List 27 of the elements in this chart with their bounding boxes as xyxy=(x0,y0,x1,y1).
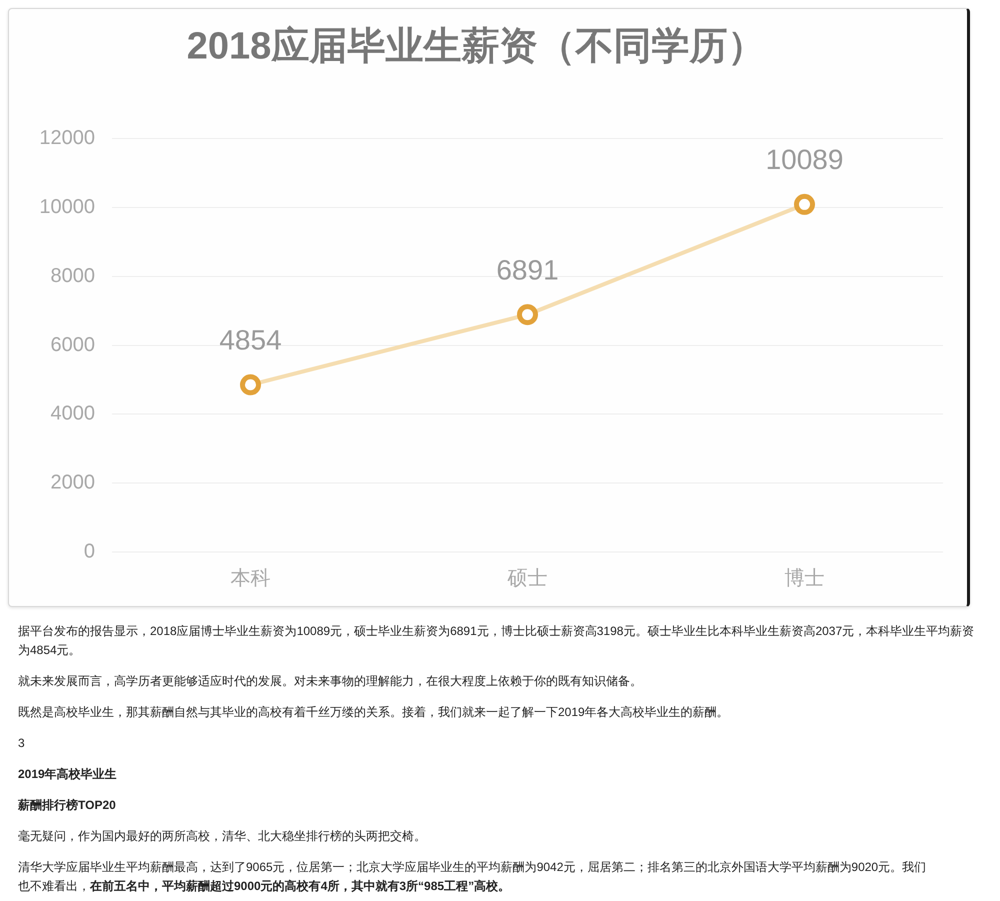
y-tick-label: 4000 xyxy=(50,402,95,425)
y-tick-label: 2000 xyxy=(50,472,95,494)
data-label: 10089 xyxy=(766,144,844,176)
x-tick-label: 本科 xyxy=(230,568,270,590)
point xyxy=(794,194,815,215)
text: 清华大学应届毕业生平均薪酬最高，达到了9065元，位居第一；北京大学应届毕业生的平均薪酬为9042元，屈居第二；排名第三的北京外国语大学平均薪酬为9020元。我们 xyxy=(18,860,926,874)
y-tick-label: 12000 xyxy=(39,127,95,150)
x-tick-label: 博士 xyxy=(784,568,824,590)
text: 也不难看出， xyxy=(18,879,90,893)
point xyxy=(517,304,538,326)
text: 毫无疑问，作为国内最好的两所高校，清华、北大稳坐排行榜的头两把交椅。 xyxy=(18,829,426,843)
y-tick-label: 6000 xyxy=(50,334,95,356)
text: 2019年高校毕业生 xyxy=(18,767,117,781)
chart-title: 2018应届毕业生薪资（不同学历） xyxy=(186,24,766,68)
text: 3 xyxy=(18,736,25,750)
point xyxy=(240,374,261,396)
text: 既然是高校毕业生，那其薪酬自然与其毕业的高校有着千丝万缕的关系。接着，我们就来一起了解一下2019年各大高校毕业生的薪酬。 xyxy=(18,705,729,719)
y-tick-label: 10000 xyxy=(39,196,95,218)
y-tick-label: 0 xyxy=(84,540,95,563)
data-label: 4854 xyxy=(219,324,282,356)
text: 就未来发展而言，高学历者更能够适应时代的发展。对未来事物的理解能力，在很大程度上依赖于你的既有知识储备。 xyxy=(18,674,642,688)
text: 在前五名中，平均薪酬超过9000元的高校有4所，其中就有3所“985工程”高校。 xyxy=(90,879,510,893)
y-tick-label: 8000 xyxy=(50,264,95,287)
data-label: 6891 xyxy=(496,254,559,286)
x-tick-label: 硕士 xyxy=(506,568,548,590)
text: 据平台发布的报告显示，2018应届博士毕业生薪资为10089元，硕士毕业生薪资为6891元，博士比硕士薪资高3198元。硕士毕业生比本科毕业生薪资高2037元，本科毕业生平均薪资为4854元。 xyxy=(18,624,974,657)
text: 薪酬排行榜TOP20 xyxy=(18,798,116,812)
